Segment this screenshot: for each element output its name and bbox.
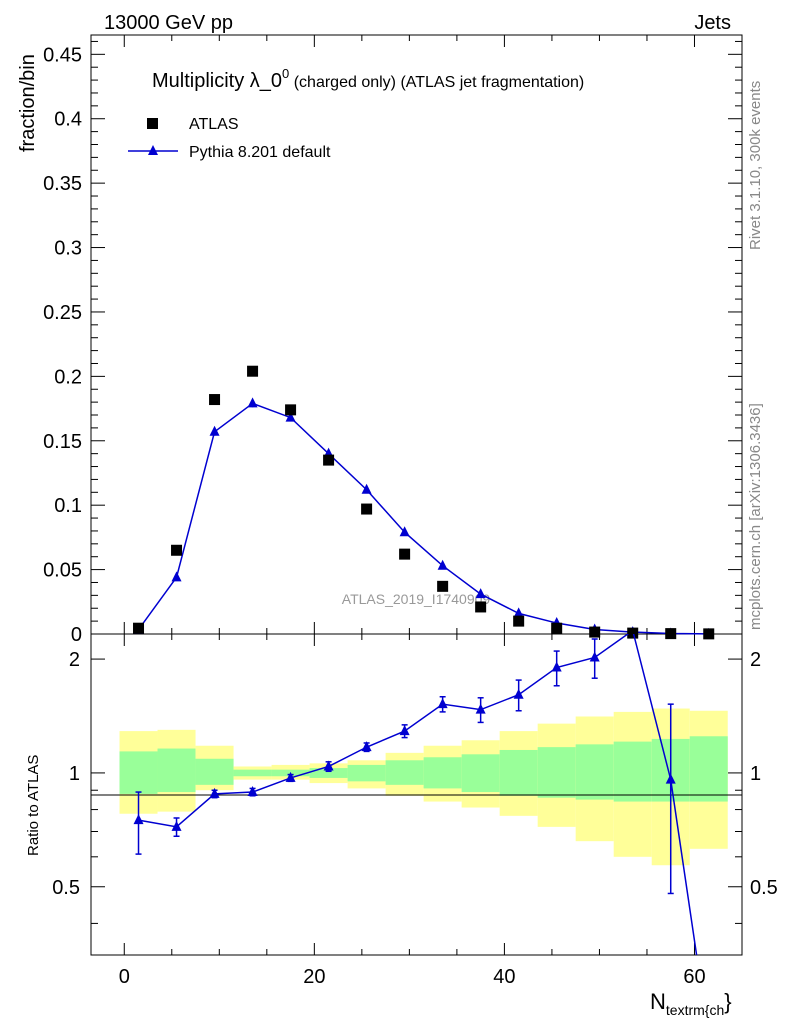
main-y-tick-label: 0.15 bbox=[43, 431, 82, 453]
band-inner-bin bbox=[157, 748, 196, 793]
main-y-tick-label: 0.35 bbox=[43, 173, 82, 195]
band-inner-bin bbox=[233, 769, 272, 777]
atlas-point bbox=[285, 404, 297, 416]
atlas-point bbox=[589, 626, 601, 638]
main-data-points bbox=[133, 365, 715, 640]
main-y-tick-label: 0.3 bbox=[54, 238, 82, 260]
main-panel-axes: 0 0.05 0.1 0.15 0.2 0.25 0.3 0.35 0.4 0.45 bbox=[43, 34, 743, 646]
pythia-point bbox=[361, 483, 372, 494]
pythia-point bbox=[399, 526, 410, 537]
band-inner-bin bbox=[689, 736, 728, 802]
ratio-point bbox=[247, 786, 258, 797]
band-inner-bin bbox=[499, 749, 538, 796]
main-y-tick-label: 0.2 bbox=[54, 366, 82, 388]
ratio-y-tick-label: 1 bbox=[69, 763, 80, 785]
atlas-point bbox=[551, 622, 563, 634]
atlas-point bbox=[665, 628, 677, 640]
pythia-point bbox=[513, 607, 524, 618]
band-inner-bin bbox=[309, 768, 348, 778]
band-inner-bin bbox=[423, 757, 462, 789]
ratio-y-tick-label-right: 2 bbox=[750, 649, 761, 671]
ratio-point bbox=[209, 787, 220, 798]
legend-atlas-marker bbox=[147, 118, 158, 129]
analysis-watermark: ATLAS_2019_I1740909 bbox=[342, 591, 491, 607]
ratio-point bbox=[285, 771, 296, 782]
band-inner-bin bbox=[461, 754, 500, 793]
main-y-tick-label: 0.05 bbox=[43, 560, 82, 582]
ratio-point bbox=[399, 725, 410, 736]
band-inner-bin bbox=[347, 764, 386, 782]
pythia-series-line bbox=[137, 402, 709, 635]
ratio-y-tick-label: 0.5 bbox=[52, 877, 80, 899]
header-right: Jets bbox=[694, 12, 731, 34]
ratio-point bbox=[551, 661, 562, 672]
atlas-point bbox=[209, 394, 221, 406]
atlas-point bbox=[627, 627, 639, 639]
mcplots-label: mcplots.cern.ch [arXiv:1306.3436] bbox=[747, 403, 764, 630]
ratio-y-tick-label-right: 0.5 bbox=[750, 877, 778, 899]
atlas-point bbox=[475, 601, 487, 613]
ratio-series-line bbox=[138, 634, 698, 955]
header-left: 13000 GeV pp bbox=[104, 12, 233, 34]
atlas-point bbox=[399, 548, 411, 560]
legend-atlas-label: ATLAS bbox=[189, 116, 239, 133]
pythia-point bbox=[437, 559, 448, 570]
main-y-tick-label: 0.45 bbox=[43, 44, 82, 66]
rivet-label: Rivet 3.1.10, 300k events bbox=[747, 81, 764, 250]
band-inner-bin bbox=[613, 741, 652, 802]
band-inner-bin bbox=[195, 758, 234, 785]
atlas-point bbox=[133, 622, 145, 634]
ratio-point bbox=[665, 773, 676, 784]
pythia-point bbox=[209, 425, 220, 436]
main-y-tick-label: 0 bbox=[71, 624, 82, 646]
band-inner-bin bbox=[119, 751, 158, 794]
ratio-y-axis-label: Ratio to ATLAS bbox=[25, 755, 42, 856]
plot-title: Multiplicity λ_00 (charged only) (ATLAS … bbox=[152, 66, 584, 92]
ratio-point bbox=[475, 703, 486, 714]
pythia-point bbox=[247, 397, 258, 408]
ratio-point bbox=[589, 651, 600, 662]
ratio-point bbox=[133, 814, 144, 825]
ratio-point bbox=[323, 760, 334, 771]
ratio-uncertainty-bands bbox=[119, 708, 728, 866]
ratio-point bbox=[171, 820, 182, 831]
x-tick-label: 0 bbox=[119, 966, 130, 988]
atlas-point bbox=[703, 628, 715, 640]
main-y-tick-label: 0.4 bbox=[54, 109, 82, 131]
atlas-point bbox=[513, 615, 525, 627]
ratio-point bbox=[513, 688, 524, 699]
x-tick-label: 60 bbox=[683, 966, 705, 988]
x-tick-label: 20 bbox=[303, 966, 325, 988]
atlas-point bbox=[361, 503, 373, 515]
main-y-axis-label: fraction/bin bbox=[17, 54, 39, 152]
band-inner-bin bbox=[537, 747, 576, 798]
legend: ATLAS Pythia 8.201 default bbox=[128, 116, 331, 161]
legend-pythia-label: Pythia 8.201 default bbox=[189, 144, 331, 161]
atlas-point bbox=[323, 454, 335, 466]
x-axis-label: Ntextrm{ch} bbox=[650, 989, 732, 1018]
pythia-point bbox=[285, 411, 296, 422]
pythia-point bbox=[475, 588, 486, 599]
pythia-point bbox=[171, 571, 182, 582]
band-inner-bin bbox=[575, 744, 614, 800]
x-tick-label: 40 bbox=[493, 966, 515, 988]
atlas-point bbox=[437, 580, 449, 592]
atlas-point bbox=[247, 365, 259, 377]
ratio-point bbox=[361, 741, 372, 752]
ratio-point bbox=[437, 698, 448, 709]
ratio-y-tick-label: 2 bbox=[69, 649, 80, 671]
legend-pythia-marker bbox=[148, 145, 158, 155]
band-inner-bin bbox=[385, 760, 424, 785]
atlas-point bbox=[171, 544, 183, 556]
ratio-y-tick-label-right: 1 bbox=[750, 763, 761, 785]
ratio-data-points bbox=[133, 634, 698, 955]
main-y-tick-label: 0.1 bbox=[54, 495, 82, 517]
main-y-tick-label: 0.25 bbox=[43, 302, 82, 324]
